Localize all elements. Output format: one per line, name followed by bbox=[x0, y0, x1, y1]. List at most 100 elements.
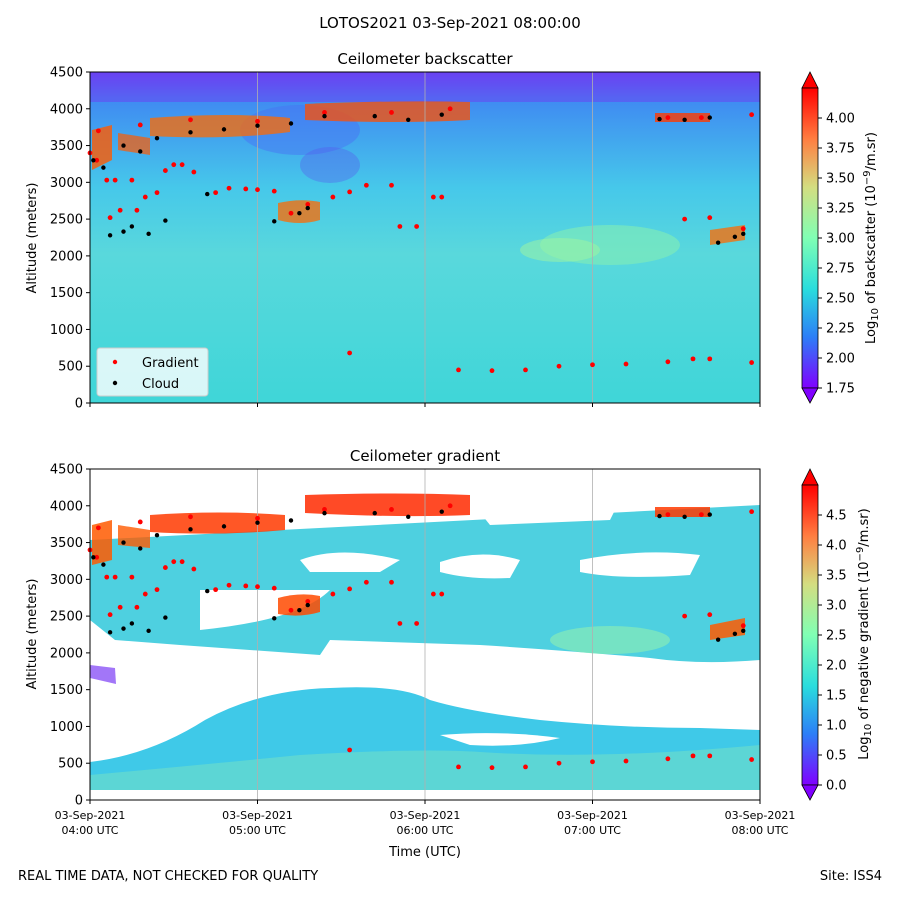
gradient-point bbox=[749, 112, 755, 118]
figure-title: LOTOS2021 03-Sep-2021 08:00:00 bbox=[319, 14, 581, 32]
gradient-point bbox=[95, 128, 101, 134]
gradient-point bbox=[665, 115, 671, 121]
y-tick-label: 4500 bbox=[50, 66, 83, 81]
cloud-point bbox=[163, 218, 168, 223]
gradient-point bbox=[749, 757, 755, 762]
backscatter-colorbar-ticks: 1.75 2.00 2.25 2.50 2.75 3.00 3.25 3.50 3.75 4.00 bbox=[818, 112, 855, 397]
gradient-point bbox=[389, 579, 394, 585]
legend-cloud-marker bbox=[112, 380, 118, 386]
cloud-point bbox=[221, 127, 227, 132]
gradient-point bbox=[347, 189, 353, 195]
colorbar-tick-label: 1.75 bbox=[826, 382, 855, 397]
gradient-point bbox=[112, 574, 118, 580]
gradient-point bbox=[430, 591, 436, 597]
colorbar-tick-label: 3.0 bbox=[826, 599, 847, 614]
colorbar-tick-label: 3.00 bbox=[826, 232, 855, 247]
backscatter-colorbar: 1.75 2.00 2.25 2.50 2.75 3.00 3.25 3.50 3.75 4.00… bbox=[801, 71, 881, 404]
gradient-point bbox=[707, 356, 713, 362]
gradient-point bbox=[330, 194, 336, 200]
gradient-point bbox=[255, 584, 260, 590]
gradient-point bbox=[129, 574, 135, 580]
backscatter-y-axis: 0 500 1000 1500 2000 2500 3000 3500 4000 4500 bbox=[50, 66, 90, 412]
cloud-point bbox=[305, 205, 310, 211]
gradient-point bbox=[749, 509, 755, 515]
gradient-point bbox=[489, 765, 495, 771]
cloud-point bbox=[188, 130, 193, 135]
colorbar-tick-label: 0.0 bbox=[826, 779, 847, 794]
gradient-point bbox=[665, 756, 671, 762]
gradient-point bbox=[556, 363, 562, 369]
x-tick-label: 03-Sep-2021 bbox=[390, 809, 461, 822]
gradient-point bbox=[288, 210, 294, 216]
cloud-point bbox=[682, 514, 687, 520]
gradient-point bbox=[523, 764, 528, 770]
gradient-colorbar-ticks: 0.0 0.5 1.0 1.5 2.0 2.5 3.0 3.5 4.0 4.5 bbox=[818, 509, 847, 794]
gradient-point bbox=[707, 215, 713, 221]
gradient-point bbox=[682, 216, 688, 222]
gradient-point bbox=[489, 368, 495, 374]
y-tick-label: 500 bbox=[58, 757, 83, 772]
gradient-point bbox=[665, 359, 671, 365]
gradient-point bbox=[134, 604, 140, 610]
gradient-point bbox=[94, 157, 100, 163]
gradient-point bbox=[154, 587, 160, 593]
gradient-point bbox=[740, 226, 746, 232]
gradient-point bbox=[117, 207, 123, 213]
gradient-y-axis: 0 500 1000 1500 2000 2500 3000 3500 4000 4500 bbox=[50, 463, 90, 809]
gradient-colorbar: 0.0 0.5 1.0 1.5 2.0 2.5 3.0 3.5 4.0 4.5 Log10 of … bbox=[801, 468, 874, 801]
gradient-point bbox=[397, 224, 403, 229]
backscatter-colorbar-label: Log10 of backscatter (10−9/m.sr) bbox=[862, 132, 881, 344]
colorbar-tick-label: 4.00 bbox=[826, 112, 855, 127]
gradient-point bbox=[363, 182, 369, 188]
cloud-point bbox=[91, 158, 96, 163]
gradient-point bbox=[107, 612, 113, 618]
colorbar-tick-label: 0.5 bbox=[826, 749, 847, 764]
gradient-point bbox=[271, 188, 277, 194]
cloud-point bbox=[121, 229, 126, 234]
legend-gradient-label: Gradient bbox=[142, 356, 199, 371]
cloud-point bbox=[406, 117, 411, 123]
gradient-point bbox=[226, 582, 232, 588]
legend-gradient-marker bbox=[112, 359, 118, 365]
y-tick-label: 3000 bbox=[50, 573, 83, 588]
y-tick-label: 0 bbox=[75, 397, 83, 412]
cloud-point bbox=[707, 115, 712, 120]
gradient-x-axis: 03-Sep-2021 04:00 UTC 03-Sep-2021 05:00 UTC… bbox=[55, 800, 795, 837]
cloud-point bbox=[107, 233, 113, 238]
cloud-point bbox=[657, 116, 662, 122]
quality-disclaimer: REAL TIME DATA, NOT CHECKED FOR QUALITY bbox=[18, 869, 319, 884]
gradient-point bbox=[690, 356, 696, 362]
cloud-point bbox=[91, 555, 96, 560]
colorbar-tick-label: 3.50 bbox=[826, 172, 855, 187]
gradient-point bbox=[188, 514, 193, 520]
cloud-point bbox=[406, 514, 411, 520]
cloud-point bbox=[372, 510, 377, 516]
gradient-point bbox=[95, 525, 101, 531]
cloud-point bbox=[146, 231, 151, 237]
x-tick-label: 06:00 UTC bbox=[396, 824, 453, 837]
colorbar-tick-label: 1.5 bbox=[826, 689, 847, 704]
y-tick-label: 2000 bbox=[50, 646, 83, 661]
cloud-point bbox=[101, 562, 106, 567]
gradient-point bbox=[137, 122, 143, 128]
colorbar-tick-label: 2.5 bbox=[826, 629, 847, 644]
y-tick-label: 3000 bbox=[50, 176, 83, 191]
gradient-point bbox=[162, 565, 168, 570]
cloud-point bbox=[272, 616, 277, 621]
site-label: Site: ISS4 bbox=[819, 869, 882, 884]
cloud-point bbox=[439, 509, 444, 514]
cloud-point bbox=[715, 240, 721, 245]
gradient-y-label: Altitude (meters) bbox=[25, 579, 40, 690]
gradient-point bbox=[191, 566, 197, 572]
y-tick-label: 3500 bbox=[50, 139, 83, 154]
x-tick-label: 08:00 UTC bbox=[731, 824, 788, 837]
y-tick-label: 1000 bbox=[50, 720, 83, 735]
y-tick-label: 2500 bbox=[50, 213, 83, 228]
gradient-point bbox=[213, 190, 219, 196]
y-tick-label: 3500 bbox=[50, 536, 83, 551]
y-tick-label: 0 bbox=[75, 794, 83, 809]
gradient-x-label: Time (UTC) bbox=[388, 845, 461, 860]
gradient-point bbox=[305, 599, 311, 604]
gradient-point bbox=[707, 753, 713, 759]
gradient-point bbox=[682, 613, 688, 619]
